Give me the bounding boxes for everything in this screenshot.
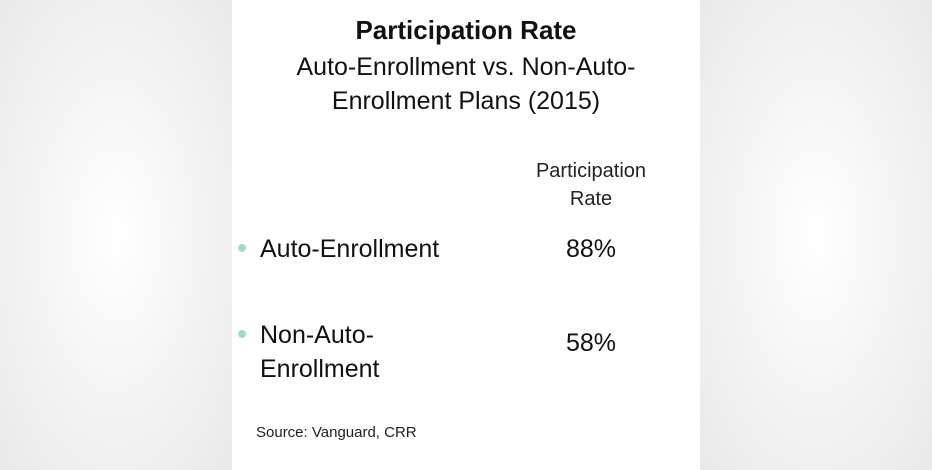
- row-label: Auto-Enrollment: [260, 232, 480, 266]
- source-note: Source: Vanguard, CRR: [256, 424, 417, 441]
- slide: Participation Rate Auto-Enrollment vs. N…: [232, 0, 700, 470]
- column-header-line-2: Rate: [569, 188, 613, 210]
- row-label-line-1: Auto-Enrollment: [260, 235, 440, 263]
- row-value: 88%: [565, 235, 617, 263]
- bullet-icon: [238, 330, 246, 338]
- row-label: Non-Auto- Enrollment: [260, 318, 480, 386]
- subtitle-line-2: Enrollment Plans (2015): [331, 87, 601, 115]
- column-header-line-1: Participation: [535, 160, 647, 182]
- left-blur-margin: [0, 0, 232, 470]
- subtitle-line-1: Auto-Enrollment vs. Non-Auto-: [296, 53, 636, 81]
- row-label-line-1: Non-Auto-: [260, 321, 374, 349]
- bullet-icon: [238, 244, 246, 252]
- row-label-line-2: Enrollment: [260, 355, 380, 383]
- slide-title: Participation Rate: [355, 15, 577, 45]
- right-blur-margin: [700, 0, 932, 470]
- slide-subtitle: Auto-Enrollment vs. Non-Auto- Enrollment…: [232, 50, 700, 118]
- row-value: 58%: [565, 329, 617, 357]
- column-header: Participation Rate: [514, 157, 668, 213]
